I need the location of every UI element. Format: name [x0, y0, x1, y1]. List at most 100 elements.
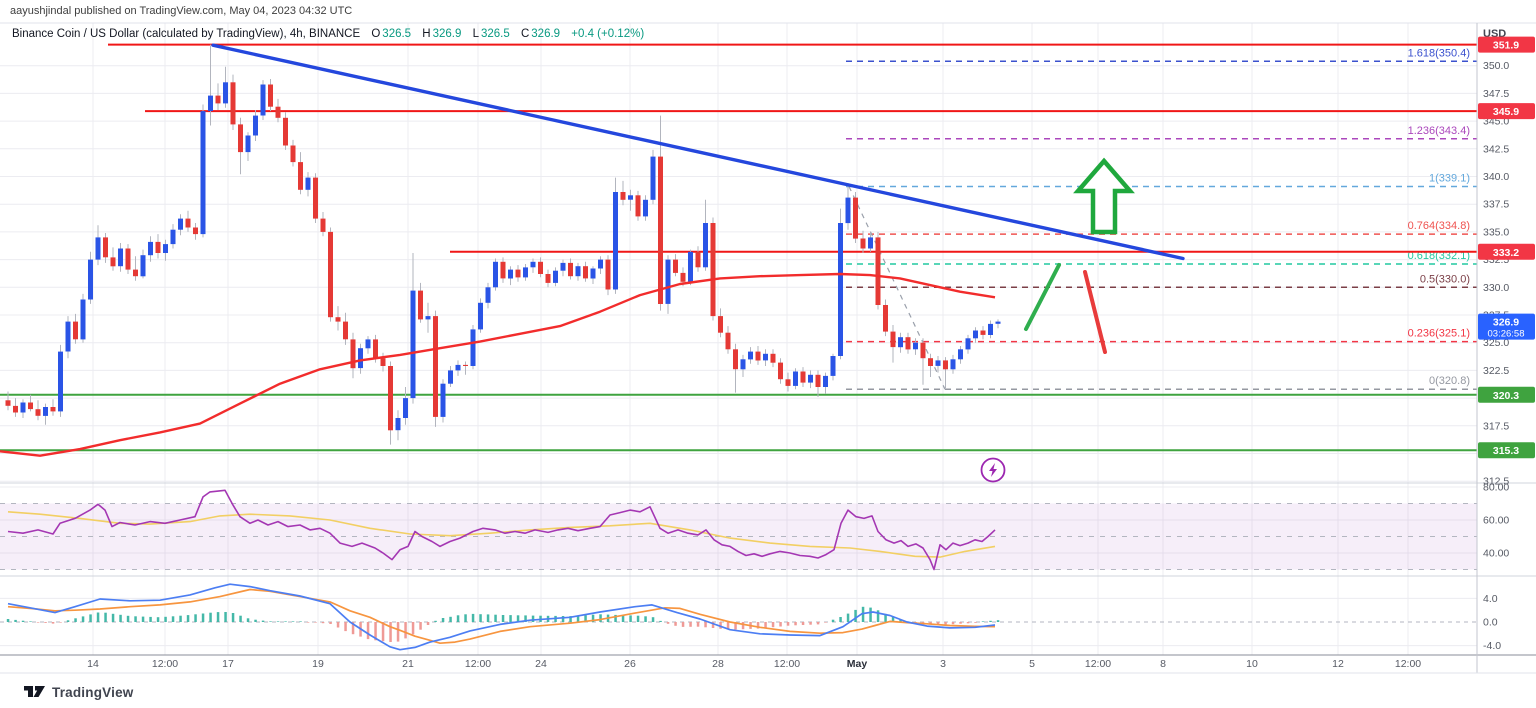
time-axis-label: 21 — [402, 658, 414, 670]
ohlc-close-value: 326.9 — [531, 28, 561, 40]
macd-histogram-bar — [494, 614, 497, 622]
macd-histogram-bar — [846, 613, 850, 622]
candle-body — [493, 261, 498, 288]
time-axis-label: May — [847, 658, 868, 670]
tradingview-logo-icon[interactable] — [24, 684, 46, 700]
support-resistance-lines[interactable] — [0, 43, 1477, 452]
macd-histogram-bar — [681, 622, 685, 627]
price-badge-value: 351.9 — [1493, 40, 1519, 52]
macd-histogram-bar — [179, 615, 182, 622]
candle-body — [185, 218, 191, 228]
price-axis[interactable]: USD350.0347.5345.0342.5340.0337.5335.033… — [1483, 28, 1509, 652]
candle-body — [553, 270, 558, 283]
tradingview-watermark[interactable]: TradingView — [24, 682, 133, 702]
price-badge[interactable] — [1478, 313, 1535, 340]
candle-body — [688, 251, 693, 282]
macd-histogram-bar — [689, 622, 692, 627]
macd-histogram-bar — [629, 615, 632, 622]
macd-histogram-bar — [29, 621, 32, 622]
candle-body — [613, 192, 618, 290]
candle-body — [35, 409, 41, 416]
axis-label: 4.0 — [1483, 593, 1498, 605]
price-badge[interactable] — [1478, 442, 1535, 459]
macd-histogram-bar — [381, 622, 385, 642]
candle-body — [223, 82, 228, 104]
macd-histogram-bar — [666, 622, 670, 624]
tradingview-brand-text[interactable]: TradingView — [52, 684, 134, 700]
price-badge-value: 320.3 — [1493, 390, 1519, 402]
macd-histogram-bar — [156, 617, 160, 622]
macd-histogram-bar — [434, 620, 437, 622]
price-badge[interactable] — [1478, 103, 1535, 120]
macd-histogram-bar — [111, 613, 115, 622]
fib-level-label: 0.764(334.8) — [1408, 220, 1470, 232]
axis-label: 40.00 — [1483, 548, 1509, 560]
ohlc-open-label: O — [371, 28, 381, 40]
macd-histogram-bar — [726, 622, 730, 630]
macd-histogram-bar — [134, 616, 137, 622]
macd-histogram-bar — [966, 622, 970, 624]
candle-body — [365, 339, 371, 349]
bullish-scenario-line[interactable] — [1024, 263, 1061, 331]
candle-body — [73, 321, 78, 340]
axis-label: 347.5 — [1483, 88, 1509, 100]
candle-body — [695, 251, 701, 268]
trendline-path[interactable] — [211, 43, 1185, 261]
macd-histogram-bar — [741, 622, 745, 630]
up-arrow-annotation[interactable] — [1073, 157, 1135, 235]
macd-histogram-bar — [314, 622, 317, 623]
rsi-indicator-pane — [7, 489, 996, 571]
macd-histogram-bar — [336, 622, 340, 628]
time-axis-label: 3 — [940, 658, 946, 670]
time-axis-label: 12:00 — [1395, 658, 1421, 670]
time-axis-label: 19 — [312, 658, 324, 670]
candle-body — [665, 259, 671, 304]
macd-histogram-bar — [696, 622, 700, 627]
macd-histogram-bar — [441, 618, 445, 622]
candle-body — [905, 337, 911, 350]
symbol-title[interactable]: Binance Coin / US Dollar (calculated by … — [12, 28, 361, 40]
time-axis-label: 8 — [1160, 658, 1166, 670]
bearish-scenario-line[interactable] — [1083, 270, 1107, 354]
candle-body — [943, 360, 948, 370]
price-axis-badges[interactable]: 351.9 345.9 333.2 326.903:26:58 320.3 315.3 — [1478, 36, 1535, 459]
candle-body — [950, 359, 956, 370]
price-badge[interactable] — [1478, 36, 1535, 53]
symbol-info-bar[interactable]: Binance Coin / US Dollar (calculated by … — [12, 28, 644, 40]
macd-histogram-bar — [216, 612, 220, 622]
descending-trendline-drawing[interactable] — [211, 43, 1185, 261]
publisher-bar: aayushjindal published on TradingView.co… — [0, 0, 1536, 23]
candle-body — [800, 371, 806, 383]
macd-histogram-bar — [351, 622, 355, 635]
fib-trend-connector[interactable] — [848, 186, 946, 390]
rsi-path — [7, 489, 996, 571]
drawing-annotations[interactable] — [980, 157, 1135, 483]
macd-histogram-bar — [464, 614, 467, 622]
candle-body — [718, 316, 723, 333]
candle-body — [560, 262, 566, 271]
candle-body — [448, 370, 453, 384]
candle-body — [305, 177, 311, 190]
fib-level-label: 0.618(332.1) — [1408, 250, 1470, 262]
price-badge[interactable] — [1478, 386, 1535, 403]
macd-histogram-bar — [411, 622, 415, 635]
candle-body — [785, 379, 791, 386]
macd-histogram-bar — [621, 615, 625, 622]
macd-histogram-bar — [6, 619, 10, 622]
axis-label: 80.00 — [1483, 482, 1509, 494]
macd-histogram-bar — [884, 613, 887, 622]
price-change-value: +0.4 (+0.12%) — [571, 28, 645, 40]
fib-retracement-drawing[interactable]: 1.618(350.4) 1.236(343.4) 1(339.1) 0.764(33… — [846, 47, 1477, 390]
macd-histogram-bar — [141, 616, 145, 622]
axis-label: 335.0 — [1483, 226, 1509, 238]
candle-body — [140, 255, 146, 277]
macd-histogram-bar — [231, 613, 235, 622]
candle-body — [965, 338, 971, 350]
candle-body — [380, 358, 386, 366]
price-badge[interactable] — [1478, 243, 1535, 260]
macd-histogram-bar — [854, 609, 857, 622]
time-axis[interactable]: 14 12:00 17 19 21 12:00 24 26 28 12:00 May 3 5 12:00 8… — [87, 658, 1421, 670]
macd-histogram-bar — [104, 612, 107, 622]
